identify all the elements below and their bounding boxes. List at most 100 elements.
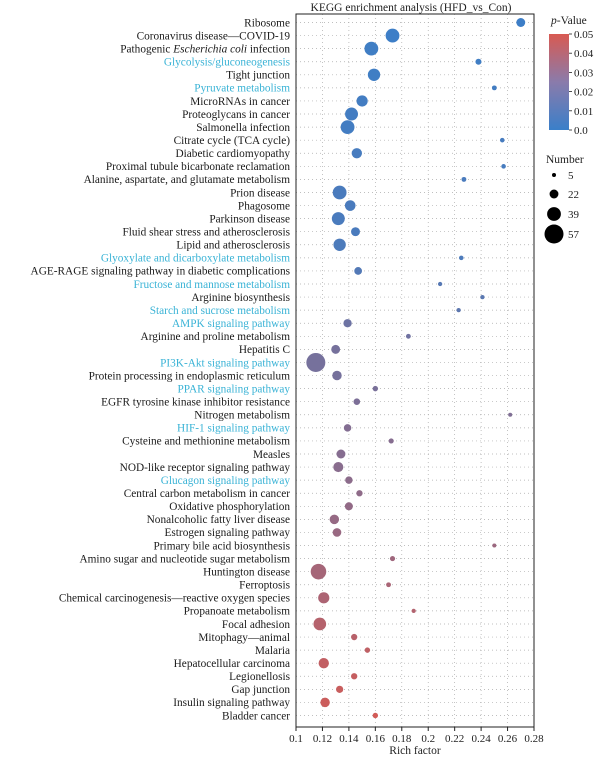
data-point xyxy=(516,18,526,27)
size-legend-dot xyxy=(549,189,559,199)
data-points xyxy=(306,18,526,719)
data-point xyxy=(458,255,464,261)
x-tick-label: 0.28 xyxy=(524,733,544,745)
y-tick-label: Ribosome xyxy=(244,17,290,29)
data-point xyxy=(344,502,353,511)
data-point xyxy=(461,176,467,182)
data-point xyxy=(353,398,361,405)
y-tick-label: Lipid and atherosclerosis xyxy=(176,240,290,252)
data-point xyxy=(333,462,344,473)
data-point xyxy=(318,592,330,604)
y-tick-label: Protein processing in endoplasmic reticu… xyxy=(89,370,291,382)
grid-lines xyxy=(295,14,535,727)
x-tick-label: 0.12 xyxy=(313,733,332,745)
y-tick-label: Oxidative phosphorylation xyxy=(169,501,290,513)
data-point xyxy=(345,107,359,121)
y-tick-label: Huntington disease xyxy=(203,566,290,578)
data-point xyxy=(411,608,416,614)
plot-frame xyxy=(295,13,535,728)
y-tick-label: Insulin signaling pathway xyxy=(173,697,290,709)
data-point xyxy=(389,556,396,562)
x-tick-label: 0.1 xyxy=(289,733,303,745)
x-tick-label: 0.26 xyxy=(498,733,518,745)
size-legend-title: Number xyxy=(546,154,584,166)
size-legend-dot xyxy=(547,207,561,221)
data-point xyxy=(329,514,340,525)
y-tick-label: Legionellosis xyxy=(229,671,290,683)
colorbar-tick-label: 0.05 xyxy=(574,29,594,41)
y-tick-label: Nonalcoholic fatty liver disease xyxy=(147,514,290,526)
data-point xyxy=(367,68,381,81)
y-tick-label: Starch and sucrose metabolism xyxy=(150,305,290,317)
data-point xyxy=(388,438,394,444)
data-point xyxy=(499,137,505,143)
data-point xyxy=(343,424,352,432)
y-tick-label: Salmonella infection xyxy=(196,122,290,134)
data-point xyxy=(501,164,506,169)
y-tick-label: Fluid shear stress and atherosclerosis xyxy=(122,227,290,239)
y-tick-label: Prion disease xyxy=(230,187,290,199)
y-tick-label: PI3K-Akt signaling pathway xyxy=(160,357,290,369)
y-tick-label: Fructose and mannose metabolism xyxy=(133,279,290,291)
data-point xyxy=(332,370,342,381)
colorbar-tick-label: 0.01 xyxy=(574,106,593,118)
y-tick-label: Tight junction xyxy=(226,70,290,82)
data-point xyxy=(343,319,352,328)
data-point xyxy=(318,658,329,669)
y-tick-label: Measles xyxy=(253,449,290,461)
y-tick-label: PPAR signaling pathway xyxy=(177,383,290,395)
y-tick-label: Coronavirus disease—COVID-19 xyxy=(137,30,291,42)
data-point xyxy=(351,227,360,237)
chart-title: KEGG enrichment analysis (HFD_vs_Con) xyxy=(311,2,512,14)
data-point xyxy=(345,476,353,484)
x-tick-label: 0.2 xyxy=(421,733,435,745)
y-tick-label: Alanine, aspartate, and glutamate metabo… xyxy=(84,174,291,186)
y-tick-label: NOD-like receptor signaling pathway xyxy=(120,462,291,474)
x-tick-label: 0.18 xyxy=(392,733,412,745)
x-tick-label: 0.24 xyxy=(471,733,491,745)
data-point xyxy=(354,267,363,275)
y-tick-label: Glucagon signaling pathway xyxy=(161,475,291,487)
size-legend-dot xyxy=(544,224,564,244)
colorbar-tick-label: 0.0 xyxy=(574,125,588,137)
data-point xyxy=(351,673,358,680)
y-tick-label: Arginine biosynthesis xyxy=(191,292,290,304)
y-tick-label: Chemical carcinogenesis—reactive oxygen … xyxy=(59,593,290,605)
colorbar-tick-label: 0.03 xyxy=(574,67,594,79)
data-point xyxy=(332,528,342,537)
data-point xyxy=(331,212,345,226)
x-axis-label: Rich factor xyxy=(389,745,441,757)
data-point xyxy=(332,185,347,200)
data-point xyxy=(364,41,379,56)
data-point xyxy=(356,95,368,107)
data-point xyxy=(310,563,327,580)
y-tick-label: Gap junction xyxy=(231,684,290,696)
data-point xyxy=(336,449,346,459)
y-tick-label: Parkinson disease xyxy=(209,213,290,225)
data-point xyxy=(340,120,355,135)
y-tick-label: Hepatitis C xyxy=(239,344,290,356)
y-tick-label: EGFR tyrosine kinase inhibitor resistanc… xyxy=(101,396,290,408)
data-point xyxy=(356,490,363,497)
y-tick-label: Propanoate metabolism xyxy=(184,606,291,618)
y-tick-label: Proximal tubule bicarbonate reclamation xyxy=(106,161,290,173)
y-tick-label: Pathogenic Escherichia coli infection xyxy=(120,43,290,55)
x-tick-label: 0.14 xyxy=(339,733,359,745)
y-tick-label: Malaria xyxy=(255,645,290,657)
data-point xyxy=(333,238,346,251)
y-tick-label: Proteoglycans in cancer xyxy=(182,109,290,121)
size-legend-dot xyxy=(552,173,556,177)
y-tick-label: Cysteine and methionine metabolism xyxy=(122,436,290,448)
y-tick-label: Glyoxylate and dicarboxylate metabolism xyxy=(101,253,290,265)
y-tick-label: Hepatocellular carcinoma xyxy=(174,658,290,670)
y-tick-label: Arginine and proline metabolism xyxy=(141,331,291,343)
data-point xyxy=(344,200,356,211)
size-legend-label: 39 xyxy=(568,209,580,221)
y-tick-label: Diabetic cardiomyopathy xyxy=(176,148,291,160)
size-legend-label: 57 xyxy=(568,229,580,241)
data-point xyxy=(336,685,344,693)
y-tick-label: Estrogen signaling pathway xyxy=(165,527,291,539)
y-tick-label: AMPK signaling pathway xyxy=(172,318,290,330)
